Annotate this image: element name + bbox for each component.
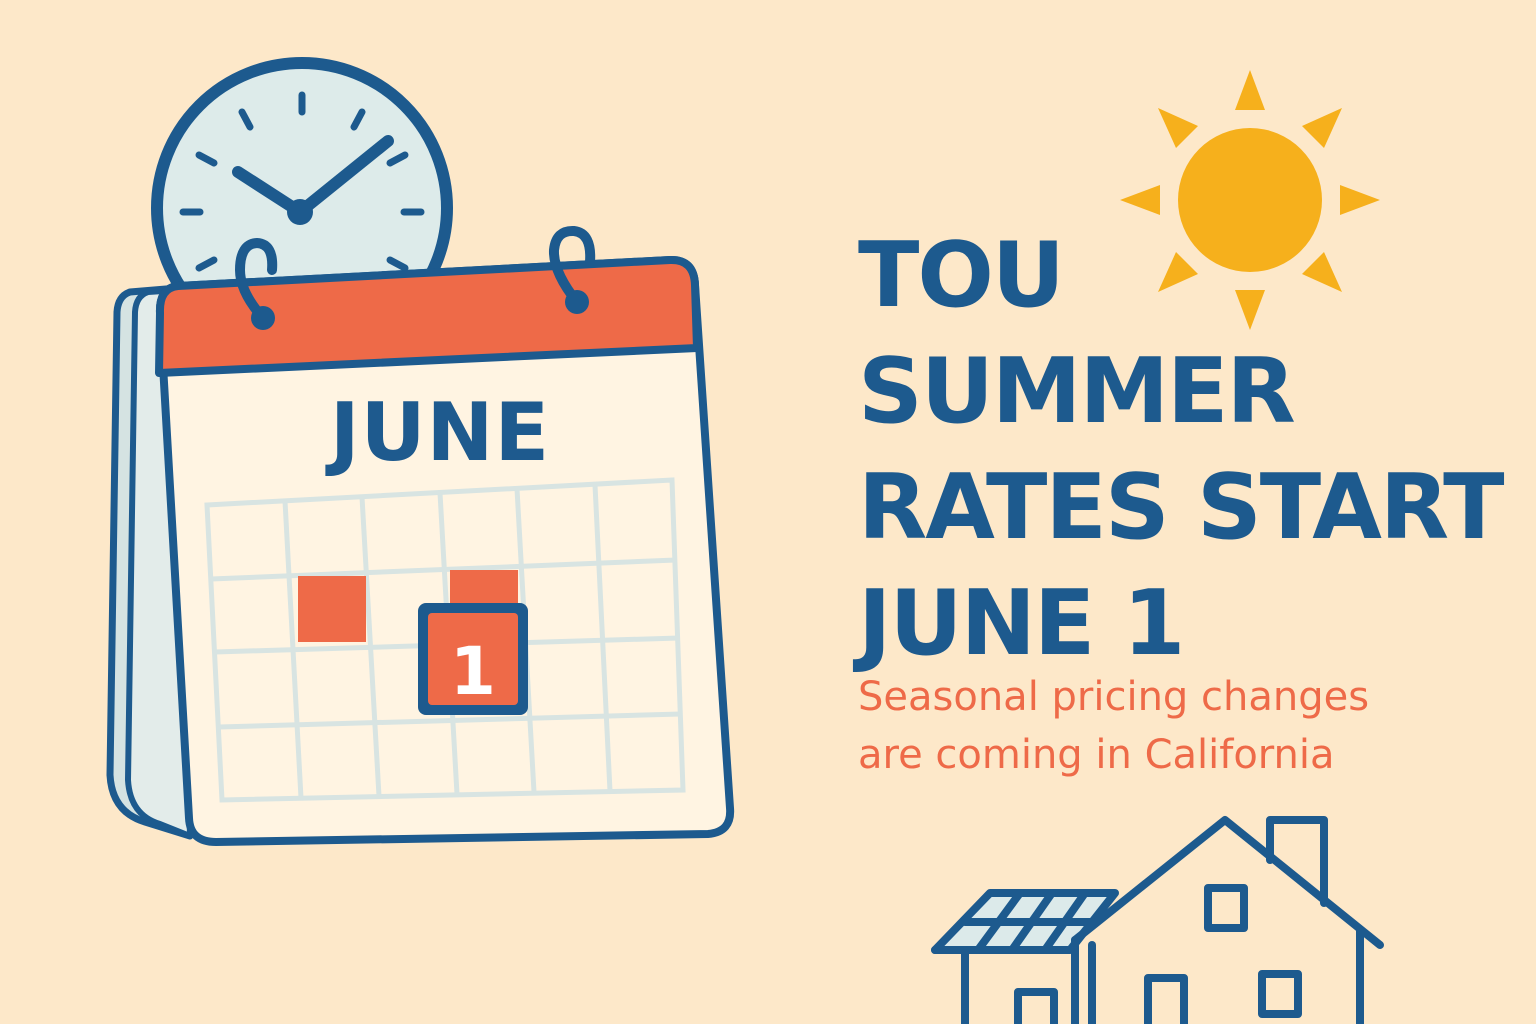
calendar-month-label: JUNE [325, 386, 550, 479]
calendar-day-number: 1 [450, 633, 496, 710]
calendar-highlight-cell [298, 576, 366, 642]
headline-line: RATES START [858, 455, 1505, 560]
headline: TOU SUMMER RATES START JUNE 1 [858, 218, 1518, 682]
headline-line: SUMMER [858, 339, 1296, 444]
house-icon [931, 816, 1384, 1024]
subheadline: Seasonal pricing changes are coming in C… [858, 668, 1498, 784]
calendar-icon: JUNE 1 [106, 225, 735, 846]
headline-line: TOU [858, 223, 1065, 328]
sun-icon [1120, 70, 1380, 330]
calendar-day-tile: 1 [418, 603, 528, 715]
headline-line: JUNE 1 [858, 571, 1185, 676]
subheadline-line: Seasonal pricing changes [858, 674, 1370, 720]
subheadline-line: are coming in California [858, 732, 1335, 778]
